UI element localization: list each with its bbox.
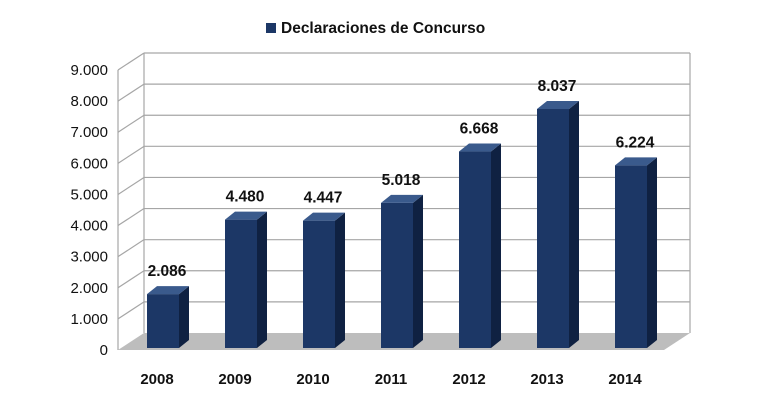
x-tick-label: 2011 bbox=[375, 371, 408, 388]
y-tick-label: 6.000 bbox=[70, 155, 108, 172]
data-label: 6.668 bbox=[460, 121, 499, 138]
bar bbox=[381, 194, 423, 348]
y-tick-label: 5.000 bbox=[70, 186, 108, 203]
bar-side bbox=[257, 211, 267, 348]
bar-top bbox=[225, 211, 267, 220]
bar-side bbox=[569, 100, 579, 349]
bar-side bbox=[491, 143, 501, 348]
x-axis-labels: 2008 2009 2010 2011 2012 2013 2014 bbox=[140, 371, 642, 388]
bar-front bbox=[459, 151, 491, 348]
bar-side bbox=[647, 157, 657, 348]
bar bbox=[615, 157, 657, 348]
bar-top bbox=[537, 100, 579, 109]
bar bbox=[303, 212, 345, 348]
bar-side bbox=[179, 286, 189, 348]
gridline-side bbox=[117, 239, 145, 258]
y-tick-label: 8.000 bbox=[70, 93, 108, 110]
bar-front bbox=[147, 294, 179, 348]
bar bbox=[225, 211, 267, 348]
bar-front bbox=[615, 165, 647, 348]
gridline-side bbox=[117, 208, 145, 227]
gridline-side bbox=[117, 270, 145, 289]
gridline-side bbox=[117, 83, 145, 102]
bar-front bbox=[537, 108, 569, 349]
x-tick-label: 2008 bbox=[140, 371, 173, 388]
bar-top bbox=[303, 212, 345, 221]
bar-front bbox=[225, 219, 257, 348]
y-tick-label: 4.000 bbox=[70, 218, 108, 235]
bar-side bbox=[335, 212, 345, 348]
gridline-side bbox=[117, 114, 145, 133]
y-tick-label: 9.000 bbox=[70, 62, 108, 79]
gridline-side bbox=[117, 301, 145, 320]
data-label: 4.480 bbox=[226, 189, 265, 206]
y-tick-label: 0 bbox=[100, 342, 108, 359]
data-label: 8.037 bbox=[538, 78, 577, 95]
y-tick-label: 2.000 bbox=[70, 280, 108, 297]
y-tick-label: 1.000 bbox=[70, 311, 108, 328]
bar-front bbox=[303, 220, 335, 348]
bar-top bbox=[459, 143, 501, 152]
data-label: 5.018 bbox=[382, 172, 421, 189]
gridline-side bbox=[117, 52, 145, 71]
bars bbox=[147, 100, 657, 349]
legend-swatch bbox=[266, 23, 276, 33]
bar-top bbox=[615, 157, 657, 166]
x-tick-label: 2010 bbox=[296, 371, 329, 388]
y-axis: 0 1.000 2.000 3.000 4.000 5.000 6.000 7.000 8.00… bbox=[70, 62, 119, 359]
data-label: 2.086 bbox=[148, 263, 187, 280]
x-tick-label: 2009 bbox=[218, 371, 251, 388]
bar-front bbox=[381, 202, 413, 348]
legend: Declaraciones de Concurso bbox=[266, 20, 485, 37]
x-tick-label: 2012 bbox=[452, 371, 485, 388]
legend-label: Declaraciones de Concurso bbox=[281, 20, 485, 37]
bar-side bbox=[413, 194, 423, 348]
data-labels: 2.086 4.480 4.447 5.018 6.668 8.037 6.224 bbox=[148, 78, 655, 280]
bar bbox=[147, 286, 189, 348]
bar-top bbox=[147, 286, 189, 295]
y-tick-label: 7.000 bbox=[70, 124, 108, 141]
y-tick-label: 3.000 bbox=[70, 249, 108, 266]
bar bbox=[459, 143, 501, 348]
gridline-side bbox=[117, 176, 145, 195]
data-label: 6.224 bbox=[616, 134, 655, 151]
gridline-side bbox=[117, 145, 145, 164]
bar bbox=[537, 100, 579, 349]
x-tick-label: 2013 bbox=[530, 371, 563, 388]
data-label: 4.447 bbox=[304, 190, 343, 207]
bar-top bbox=[381, 194, 423, 203]
x-tick-label: 2014 bbox=[608, 371, 642, 388]
